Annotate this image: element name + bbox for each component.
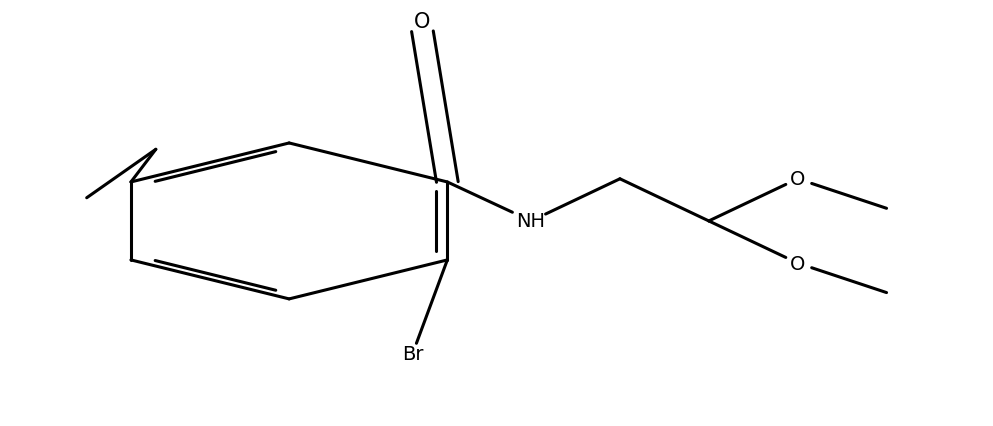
- Text: O: O: [414, 12, 431, 32]
- Text: NH: NH: [516, 212, 545, 231]
- Text: O: O: [790, 254, 805, 273]
- Text: Br: Br: [402, 344, 423, 363]
- Text: O: O: [790, 170, 805, 189]
